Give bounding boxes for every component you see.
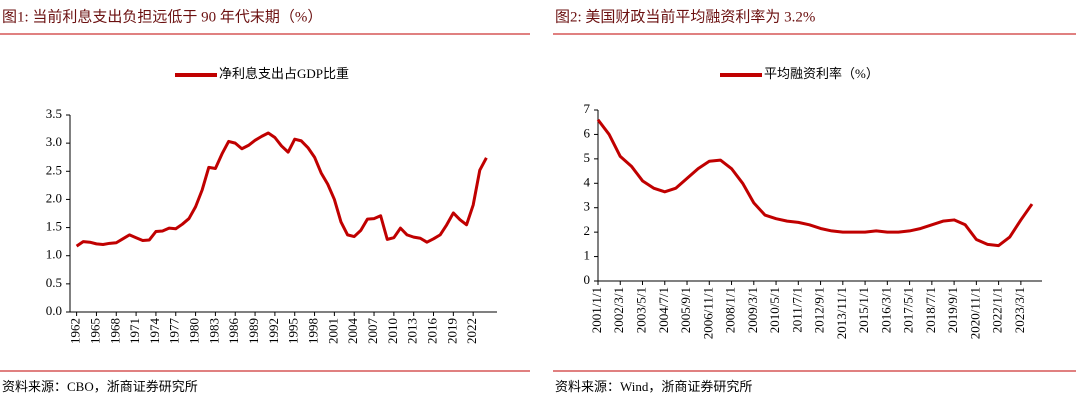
x-tick-label: 2013 [405,318,420,344]
x-tick-label: 2023/3/1 [1012,287,1027,333]
chart-panel: 图1: 当前利息支出负担远低于 90 年代末期（%） 资料来源：CBO，浙商证券研… [0,8,530,394]
y-tick-label: 4 [584,174,591,189]
x-tick-label: 2022 [464,318,479,344]
y-tick-label: 2 [584,223,591,238]
y-tick-label: 1 [584,248,591,263]
x-tick-label: 2020/11/1 [967,287,982,339]
x-tick-label: 2006/11/1 [700,287,715,339]
x-tick-label: 2012/9/1 [812,287,827,333]
x-tick-label: 2010 [385,318,400,344]
x-tick-label: 2008/1/1 [723,287,738,333]
x-tick-label: 2004/7/1 [656,287,671,333]
y-tick-label: 0.5 [46,275,62,290]
y-tick-label: 7 [584,101,591,116]
y-tick-label: 2.5 [46,162,62,177]
x-tick-label: 2005/9/1 [678,287,693,333]
data-line [596,118,1034,248]
y-tick-label: 1.5 [46,219,62,234]
chart-title: 图2: 美国财政当前平均融资利率为 3.2% [555,8,815,25]
x-tick-label: 2015/1/1 [856,287,871,333]
source-note: 资料来源：CBO，浙商证券研究所 [2,379,198,394]
chart-panel: 图2: 美国财政当前平均融资利率为 3.2% 资料来源：Wind，浙商证券研究所 0… [553,8,1076,394]
x-tick-label: 1998 [306,318,321,344]
y-tick-label: 5 [584,150,591,165]
y-tick-label: 6 [584,125,591,140]
y-tick-label: 0 [584,272,591,287]
x-tick-label: 2011/7/1 [789,287,804,333]
legend-label: 平均融资利率（%） [764,66,879,81]
x-tick-label: 1980 [187,318,202,344]
x-tick-label: 2002/3/1 [611,287,626,333]
x-tick-label: 2003/5/1 [633,287,648,333]
x-tick-label: 1968 [107,318,122,344]
chart-title: 图1: 当前利息支出负担远低于 90 年代末期（%） [2,8,322,25]
x-tick-label: 1989 [246,318,261,344]
y-tick-label: 3 [584,199,591,214]
x-tick-label: 2013/11/1 [834,287,849,339]
x-tick-label: 1977 [167,318,182,345]
x-tick-label: 1974 [147,318,162,345]
x-tick-label: 2001/1/1 [589,287,604,333]
x-tick-label: 1992 [266,318,281,344]
x-tick-label: 2016/3/1 [878,287,893,333]
x-tick-label: 2019 [444,318,459,344]
x-tick-label: 1983 [206,318,221,344]
x-tick-label: 1962 [68,318,83,344]
x-tick-label: 1995 [286,318,301,344]
x-tick-label: 1971 [127,318,142,344]
y-tick-label: 2.0 [46,190,62,205]
source-note: 资料来源：Wind，浙商证券研究所 [555,379,752,394]
x-tick-label: 2017/5/1 [901,287,916,333]
x-tick-label: 2001 [325,318,340,344]
x-tick-label: 2019/9/1 [945,287,960,333]
x-tick-label: 2004 [345,318,360,345]
x-tick-label: 2010/5/1 [767,287,782,333]
y-tick-label: 3.5 [46,106,62,121]
x-tick-label: 2018/7/1 [923,287,938,333]
y-tick-label: 3.0 [46,134,62,149]
y-tick-label: 1.0 [46,247,62,262]
legend-label: 净利息支出占GDP比重 [219,66,349,81]
y-tick-label: 0.0 [46,303,62,318]
x-tick-label: 2022/1/1 [990,287,1005,333]
x-tick-label: 1965 [87,318,102,344]
x-tick-label: 1986 [226,318,241,345]
data-line [75,131,488,248]
x-tick-label: 2009/3/1 [745,287,760,333]
x-tick-label: 2007 [365,318,380,345]
x-tick-label: 2016 [425,318,440,345]
